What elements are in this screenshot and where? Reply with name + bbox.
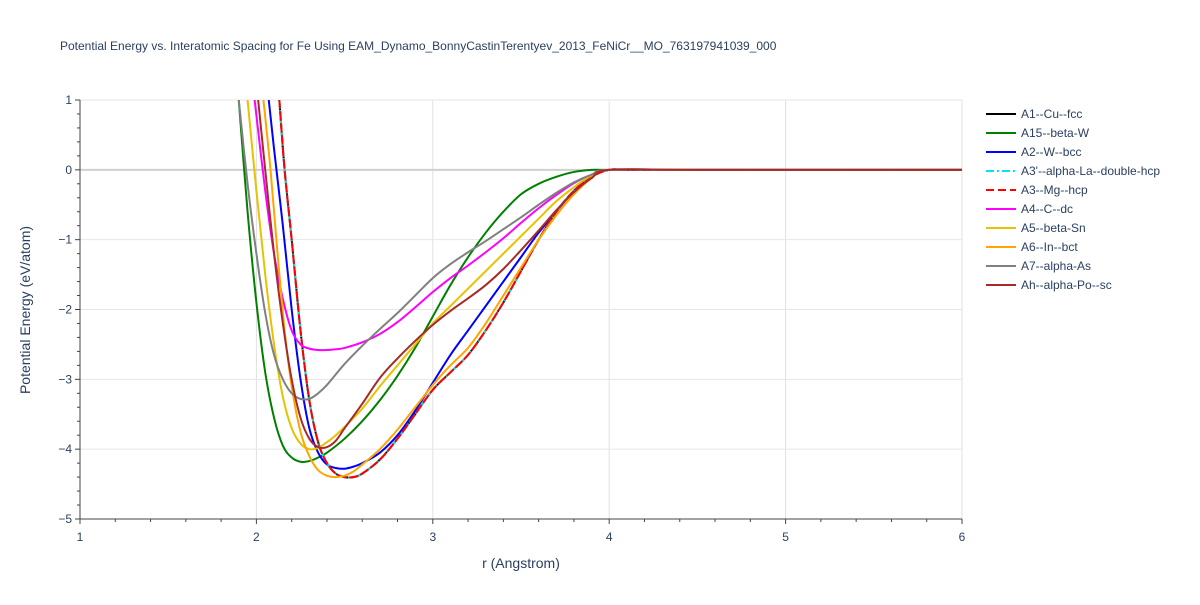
legend-item[interactable]: A3'--alpha-La--double-hcp xyxy=(986,164,1160,178)
legend-item[interactable]: A1--Cu--fcc xyxy=(986,107,1082,121)
series-layer xyxy=(237,100,962,479)
series-line-A15--beta-W xyxy=(237,100,962,463)
legend-label: A7--alpha-As xyxy=(1021,259,1091,273)
x-tick-label: 2 xyxy=(253,530,260,544)
series-line-A7--alpha-As xyxy=(237,100,962,401)
legend-item[interactable]: A5--beta-Sn xyxy=(986,221,1086,235)
legend: A1--Cu--fcc A15--beta-W A2--W--bcc A3'--alp… xyxy=(986,107,1160,292)
y-tick-label: −3 xyxy=(58,372,72,386)
legend-item[interactable]: A15--beta-W xyxy=(986,126,1090,140)
y-tick-label: 0 xyxy=(65,163,72,177)
legend-label: A6--In--bct xyxy=(1021,240,1078,254)
legend-label: A1--Cu--fcc xyxy=(1021,107,1082,121)
series-line-A6--In--bct xyxy=(262,100,962,479)
series-line-A3--Mg--hcp xyxy=(278,100,962,479)
series-line-Ah--alpha-Po--sc xyxy=(257,100,962,449)
legend-label: A15--beta-W xyxy=(1021,126,1090,140)
y-tick-label: −5 xyxy=(58,512,72,526)
series-line-A5--beta-Sn xyxy=(246,100,962,451)
x-tick-label: 1 xyxy=(77,530,84,544)
y-axis-label: Potential Energy (eV/atom) xyxy=(17,226,33,394)
chart-title: Potential Energy vs. Interatomic Spacing… xyxy=(60,39,777,53)
y-tick-label: 1 xyxy=(65,93,72,107)
legend-item[interactable]: A7--alpha-As xyxy=(986,259,1091,273)
legend-label: A5--beta-Sn xyxy=(1021,221,1086,235)
legend-item[interactable]: A4--C--dc xyxy=(986,202,1073,216)
x-tick-label: 3 xyxy=(429,530,436,544)
legend-label: Ah--alpha-Po--sc xyxy=(1021,278,1112,292)
series-line-A4--C--dc xyxy=(253,100,962,352)
x-tick-label: 6 xyxy=(959,530,966,544)
grid-layer xyxy=(80,99,963,519)
series-line-A3'--alpha-La--double-hcp xyxy=(278,100,962,479)
y-tick-label: −1 xyxy=(58,233,72,247)
legend-label: A4--C--dc xyxy=(1021,202,1073,216)
x-tick-label: 5 xyxy=(782,530,789,544)
legend-label: A3--Mg--hcp xyxy=(1021,183,1088,197)
series-line-A2--W--bcc xyxy=(267,100,962,470)
legend-item[interactable]: A2--W--bcc xyxy=(986,145,1081,159)
legend-item[interactable]: A3--Mg--hcp xyxy=(986,183,1088,197)
axis-layer: 1 2 3 4 5 6 1 0 −1 −2 −3 −4 −5 xyxy=(58,93,965,544)
legend-item[interactable]: A6--In--bct xyxy=(986,240,1078,254)
y-tick-label: −4 xyxy=(58,442,72,456)
x-tick-label: 4 xyxy=(606,530,613,544)
legend-item[interactable]: Ah--alpha-Po--sc xyxy=(986,278,1112,292)
series-line-A1--Cu--fcc xyxy=(278,100,962,479)
x-axis-label: r (Angstrom) xyxy=(482,555,560,571)
y-tick-label: −2 xyxy=(58,303,72,317)
legend-label: A3'--alpha-La--double-hcp xyxy=(1021,164,1160,178)
legend-label: A2--W--bcc xyxy=(1021,145,1081,159)
